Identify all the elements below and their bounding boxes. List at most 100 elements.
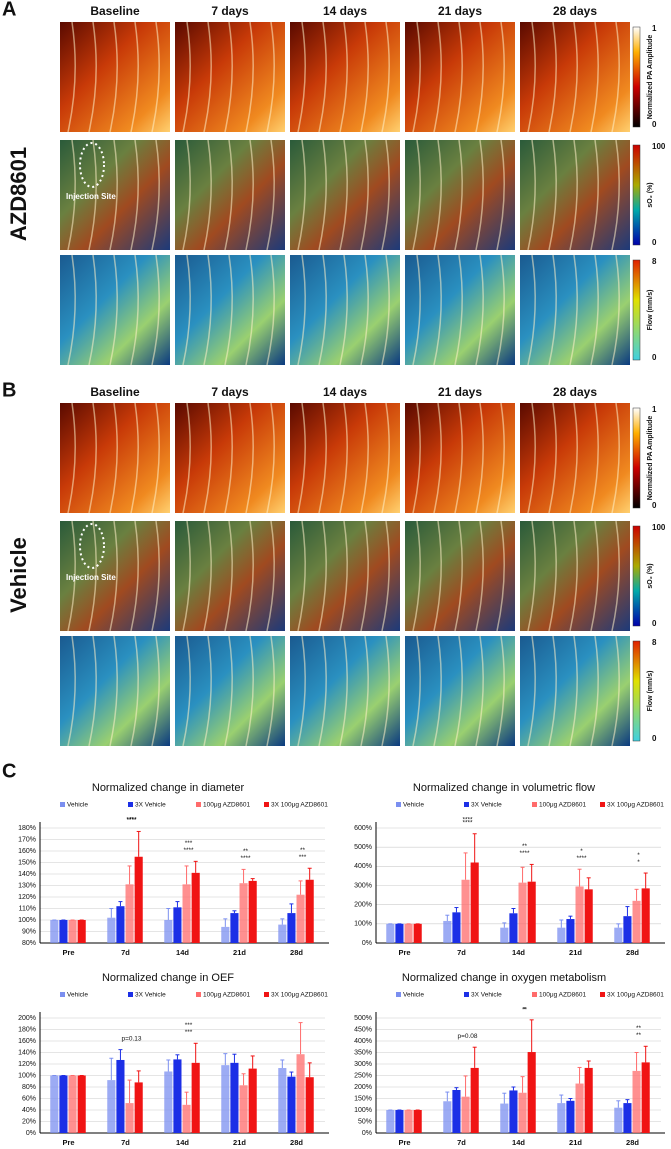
x-tick-label: Pre [62,1138,74,1147]
bar [452,912,461,943]
image-tile [60,140,170,250]
vessel [339,402,348,514]
vessel [266,139,275,251]
vessel [266,254,275,366]
image-tile [520,140,630,250]
vessel [496,402,505,514]
column-header: Baseline [90,385,140,399]
y-tick-label: 250% [354,1072,372,1079]
bar [641,888,650,943]
bar [470,1067,479,1133]
vessel [88,254,97,366]
vessel [266,402,275,514]
annotation: **** [462,819,473,826]
colorbar-title: sO₂ (%) [647,563,654,588]
bar [278,924,287,943]
panel-label: C [2,760,16,782]
y-tick-label: 90% [22,928,36,935]
image-tile [60,22,170,132]
bar [116,1059,125,1133]
image-tile [175,255,285,365]
vessel [203,635,212,747]
image-tile [290,140,400,250]
x-tick-label: 7d [457,1138,466,1147]
image-tile [175,140,285,250]
bar [50,920,59,943]
bar [68,1075,77,1133]
group-label: AZD8601 [6,147,31,241]
image-tile [175,521,285,631]
image-tile [520,403,630,513]
bar [566,919,575,943]
annotation: * [523,1007,526,1014]
vessel [88,520,97,632]
injection-ellipse [79,523,105,569]
bar [221,1065,230,1133]
x-tick-label: 21d [233,1138,246,1147]
vessel [360,139,369,251]
bar [623,916,632,943]
x-tick-label: 14d [176,1138,189,1147]
image-tile [175,22,285,132]
x-tick-label: 7d [121,948,130,957]
bar [164,1071,173,1133]
vessel [130,520,139,632]
colorbar-title: sO₂ (%) [647,182,654,207]
bar [470,862,479,943]
bar [287,1076,296,1133]
bar [386,1110,395,1133]
vessel [360,21,369,133]
vessel [151,21,160,133]
legend-label: 100μg AZD8601 [203,802,250,809]
x-tick-label: 14d [512,1138,525,1147]
colorbar-title: Normalized PA Amplitude [647,416,654,501]
y-tick-label: 100% [18,917,36,924]
chart-title: Normalized change in diameter [92,782,245,794]
annotation: **** [183,847,194,854]
vessel [433,520,442,632]
colorbar [632,640,641,742]
vessel [475,520,484,632]
y-tick-label: 150% [354,1095,372,1102]
vessel [318,254,327,366]
colorbar-max: 8 [652,638,657,647]
legend-swatch [600,802,605,807]
vessel [67,402,76,514]
y-tick-label: 150% [18,859,36,866]
y-tick-label: 100% [18,1072,36,1079]
colorbar-min: 0 [652,238,657,247]
column-header: 14 days [323,4,367,18]
colorbar-min: 0 [652,120,657,129]
y-tick-label: 160% [18,848,36,855]
bar [461,879,470,943]
column-header: 21 days [438,4,482,18]
legend-label: 3X Vehicle [471,992,502,999]
annotation: *** [185,1022,193,1029]
vessel [569,520,578,632]
bar [182,884,191,943]
vessel [182,635,191,747]
vessel [360,402,369,514]
y-tick-label: 450% [354,1026,372,1033]
vessel [360,635,369,747]
image-tile [520,636,630,746]
legend-swatch [396,992,401,997]
vessel [381,139,390,251]
vessel [433,21,442,133]
vessel [224,635,233,747]
vessel [182,139,191,251]
chart-title: Normalized change in oxygen metabolism [402,972,606,984]
vessel [245,635,254,747]
vessel [130,21,139,133]
legend-label: Vehicle [67,992,88,999]
bar [305,879,314,943]
injection-ellipse [79,142,105,188]
annotation: p=0.13 [121,1035,141,1042]
vessel [527,254,536,366]
colorbar-min: 0 [652,734,657,743]
x-tick-label: Pre [62,948,74,957]
vessel [548,635,557,747]
legend-swatch [264,992,269,997]
vessel [109,520,118,632]
column-header: 7 days [211,4,249,18]
